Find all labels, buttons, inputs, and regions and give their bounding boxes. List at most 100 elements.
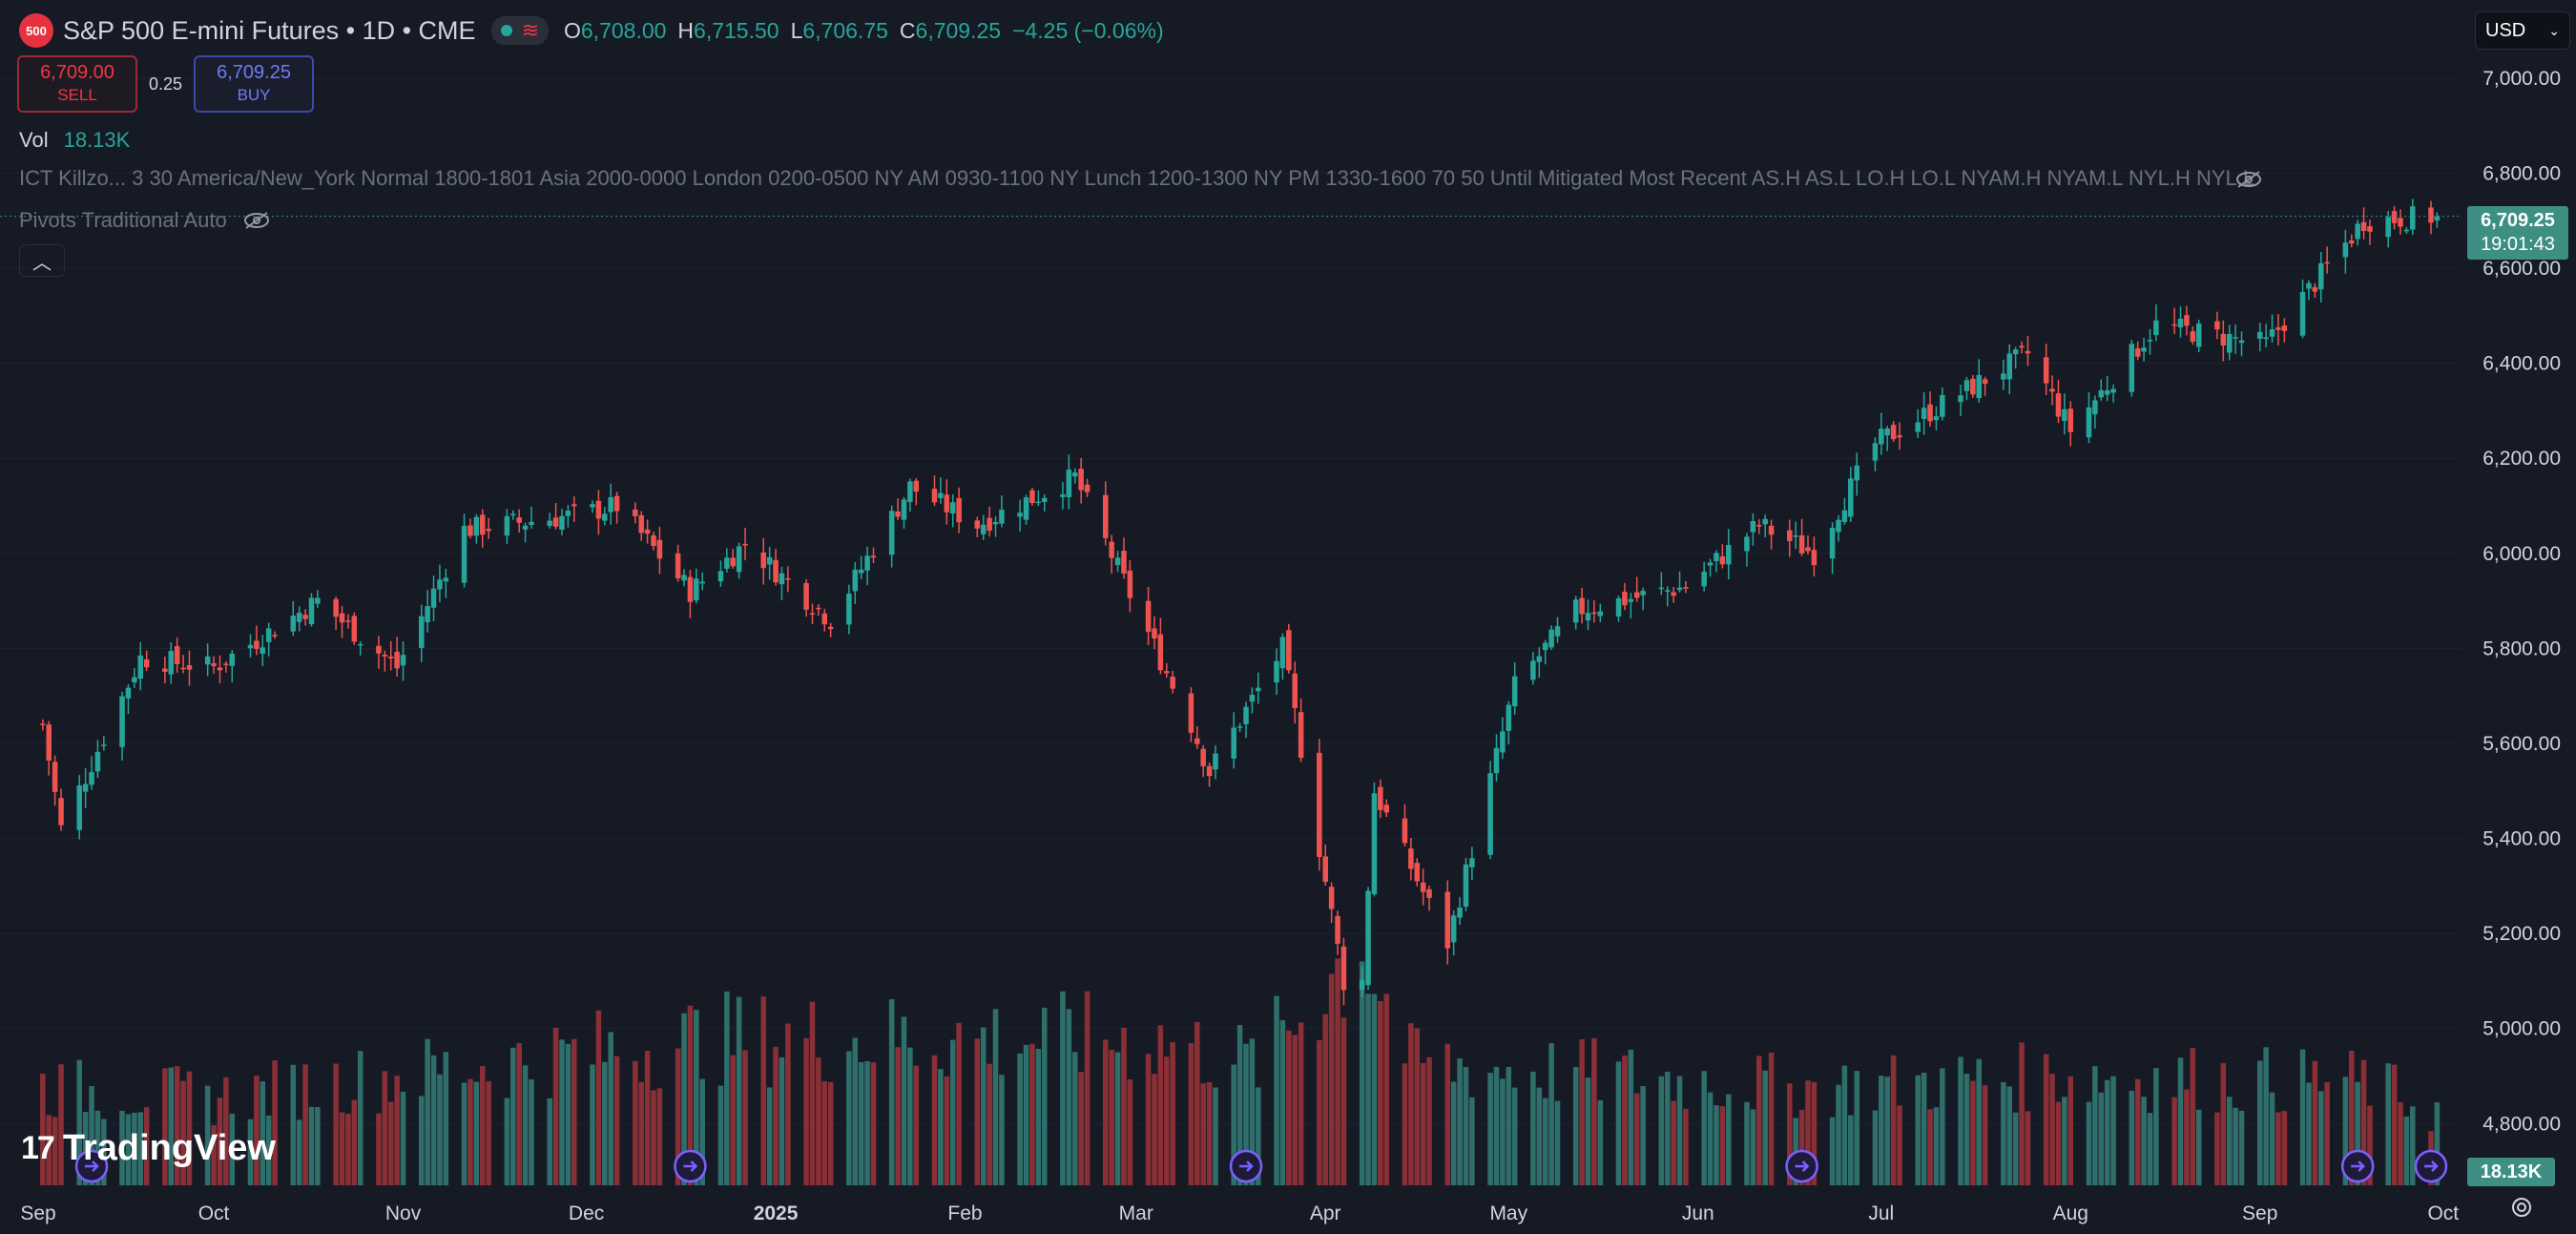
volume-bar [1164,1056,1170,1185]
currency-select[interactable]: USD ⌄ [2475,11,2570,50]
hidden-eye-icon[interactable] [2234,170,2263,189]
volume-bar [1188,1043,1195,1185]
candle [675,544,681,582]
symbol-title[interactable]: S&P 500 E-mini Futures • 1D • CME [63,15,476,45]
ict-killzones-indicator[interactable]: ICT Killzo... 3 30 America/New_York Norm… [19,166,2261,191]
candle [1279,633,1286,680]
volume-bar [999,1075,1005,1185]
volume-bar [699,1078,705,1185]
sell-price: 6,709.00 [40,62,114,83]
candle [2153,303,2159,342]
dividend-event-icon[interactable] [1229,1149,1263,1183]
chevron-down-icon: ⌄ [2548,22,2560,38]
gear-icon[interactable] [2507,1193,2536,1222]
dividend-event-icon[interactable] [674,1149,707,1183]
volume-bar [143,1107,150,1185]
volume-bar [2299,1049,2306,1185]
candle [522,522,529,543]
candle [2324,246,2330,274]
volume-bar [870,1062,877,1185]
volume-bar [2055,1101,2062,1185]
candle [2110,384,2116,403]
candle [40,719,46,731]
candle [633,502,638,524]
sell-button[interactable]: 6,709.00 SELL [17,55,137,113]
volume-bar [418,1096,425,1185]
volume-bar [345,1114,351,1185]
volume-bar [1426,1056,1432,1185]
volume-bar [766,1087,773,1185]
volume-legend[interactable]: Vol 18.13K [19,128,130,153]
volume-bar [1701,1071,1707,1185]
volume-bar [590,1064,595,1185]
candle [1585,599,1591,631]
volume-bar [1927,1109,1933,1185]
candle [1829,522,1836,575]
candle [736,542,742,579]
candle [895,498,901,520]
volume-bar [308,1106,315,1185]
tradingview-logo[interactable]: 17 TradingView [21,1128,276,1169]
time-axis[interactable]: Sep Oct Nov Dec 2025 Feb Mar Apr May Jun Jul Aug Sep… [0,1191,2576,1234]
event-markers[interactable] [74,1149,2448,1183]
symbol-logo[interactable]: 500 [19,13,53,48]
candle [1317,739,1322,871]
candle [987,506,992,537]
volume-bar [1200,1083,1206,1185]
candle [1591,600,1597,623]
hidden-eye-icon[interactable] [242,211,271,230]
volume-bar [2001,1081,2006,1185]
candle [1756,519,1762,534]
volume-bar [2410,1106,2416,1185]
data-delay-icon: ≋ [521,18,539,42]
volume-bar [260,1081,266,1185]
volume-bar [1414,1028,1421,1185]
candle [137,641,144,691]
candle [1921,392,1927,435]
buy-button[interactable]: 6,709.25 BUY [194,55,315,113]
volume-bar [730,1055,737,1185]
volume-bar [2025,1111,2031,1185]
trade-buttons: 6,709.00 SELL 0.25 6,709.25 BUY [17,55,315,113]
candle [180,655,186,674]
volume-bar [803,1037,809,1185]
volume-bar [1378,1000,1383,1185]
volume-bar [1615,1061,1622,1185]
candle [425,590,430,633]
candle [1933,406,1940,430]
candle [2019,341,2025,354]
candle [461,513,467,588]
volume-bar [888,998,895,1185]
candle [2281,318,2288,343]
candle [1236,722,1243,732]
pivots-indicator[interactable]: Pivots Traditional Auto [19,208,271,233]
dividend-event-icon[interactable] [74,1149,109,1183]
candle [1206,763,1213,787]
volume-bar [827,1081,834,1185]
volume-bar [479,1066,486,1185]
market-status-pill[interactable]: ≋ [490,16,549,45]
volume-bar [1359,961,1365,1185]
candle [1884,426,1890,451]
volume-bar [901,1016,907,1185]
candle [1340,937,1347,1006]
volume-bar [1744,1101,1750,1185]
volume-bar [1402,1063,1408,1185]
lightning-event-icon[interactable] [2414,1149,2448,1183]
candle [1213,745,1218,780]
candle [1408,837,1414,881]
buy-price: 6,709.25 [217,62,291,83]
candle [1707,558,1714,577]
candle [724,548,730,573]
candle [907,478,913,512]
volume-bar [1585,1077,1591,1185]
collapse-legend-button[interactable]: ︿ [19,244,65,277]
price-axis[interactable]: 4,800.00 5,000.00 5,200.00 5,400.00 5,600.00… [2483,68,2561,1135]
dividend-event-icon[interactable] [2340,1149,2375,1183]
tradingview-logo-icon: 17 [21,1130,55,1166]
candle [1060,482,1066,510]
dividend-event-icon[interactable] [1785,1149,1818,1183]
candle [1402,804,1408,847]
volume-bar [1719,1106,1726,1185]
